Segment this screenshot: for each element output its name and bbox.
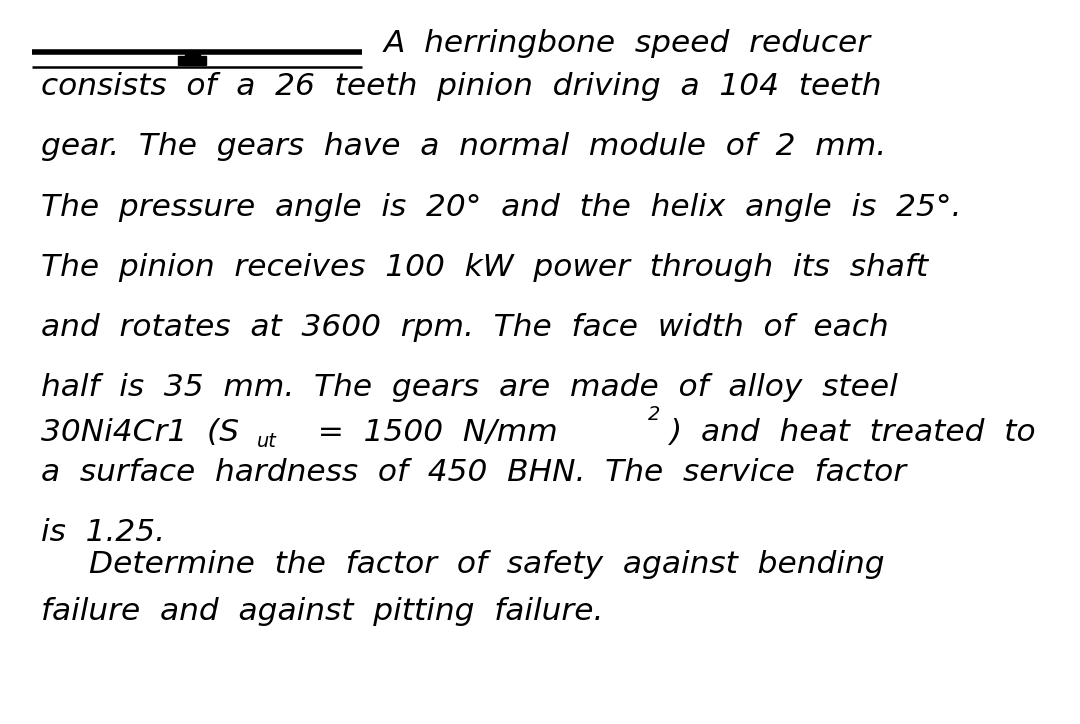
Text: )  and  heat  treated  to: ) and heat treated to xyxy=(670,418,1036,447)
Text: The  pressure  angle  is  20°  and  the  helix  angle  is  25°.: The pressure angle is 20° and the helix … xyxy=(41,193,961,222)
Text: 30Ni4Cr1  (S: 30Ni4Cr1 (S xyxy=(41,418,239,447)
Bar xyxy=(185,51,200,56)
Text: a  surface  hardness  of  450  BHN.  The  service  factor: a surface hardness of 450 BHN. The servi… xyxy=(41,458,906,487)
Text: failure  and  against  pitting  failure.: failure and against pitting failure. xyxy=(41,597,604,626)
Text: and  rotates  at  3600  rpm.  The  face  width  of  each: and rotates at 3600 rpm. The face width … xyxy=(41,313,889,342)
Text: 2: 2 xyxy=(648,405,660,424)
Text: Determine  the  factor  of  safety  against  bending: Determine the factor of safety against b… xyxy=(89,550,885,579)
Text: The  pinion  receives  100  kW  power  through  its  shaft: The pinion receives 100 kW power through… xyxy=(41,253,928,282)
Bar xyxy=(178,56,206,65)
Text: consists  of  a  26  teeth  pinion  driving  a  104  teeth: consists of a 26 teeth pinion driving a … xyxy=(41,72,881,101)
Text: gear.  The  gears  have  a  normal  module  of  2  mm.: gear. The gears have a normal module of … xyxy=(41,132,887,161)
Text: =  1500  N/mm: = 1500 N/mm xyxy=(298,418,558,447)
Text: A  herringbone  speed  reducer: A herringbone speed reducer xyxy=(383,29,870,58)
Text: is  1.25.: is 1.25. xyxy=(41,518,165,547)
Text: ut: ut xyxy=(257,432,276,451)
Text: half  is  35  mm.  The  gears  are  made  of  alloy  steel: half is 35 mm. The gears are made of all… xyxy=(41,373,897,402)
